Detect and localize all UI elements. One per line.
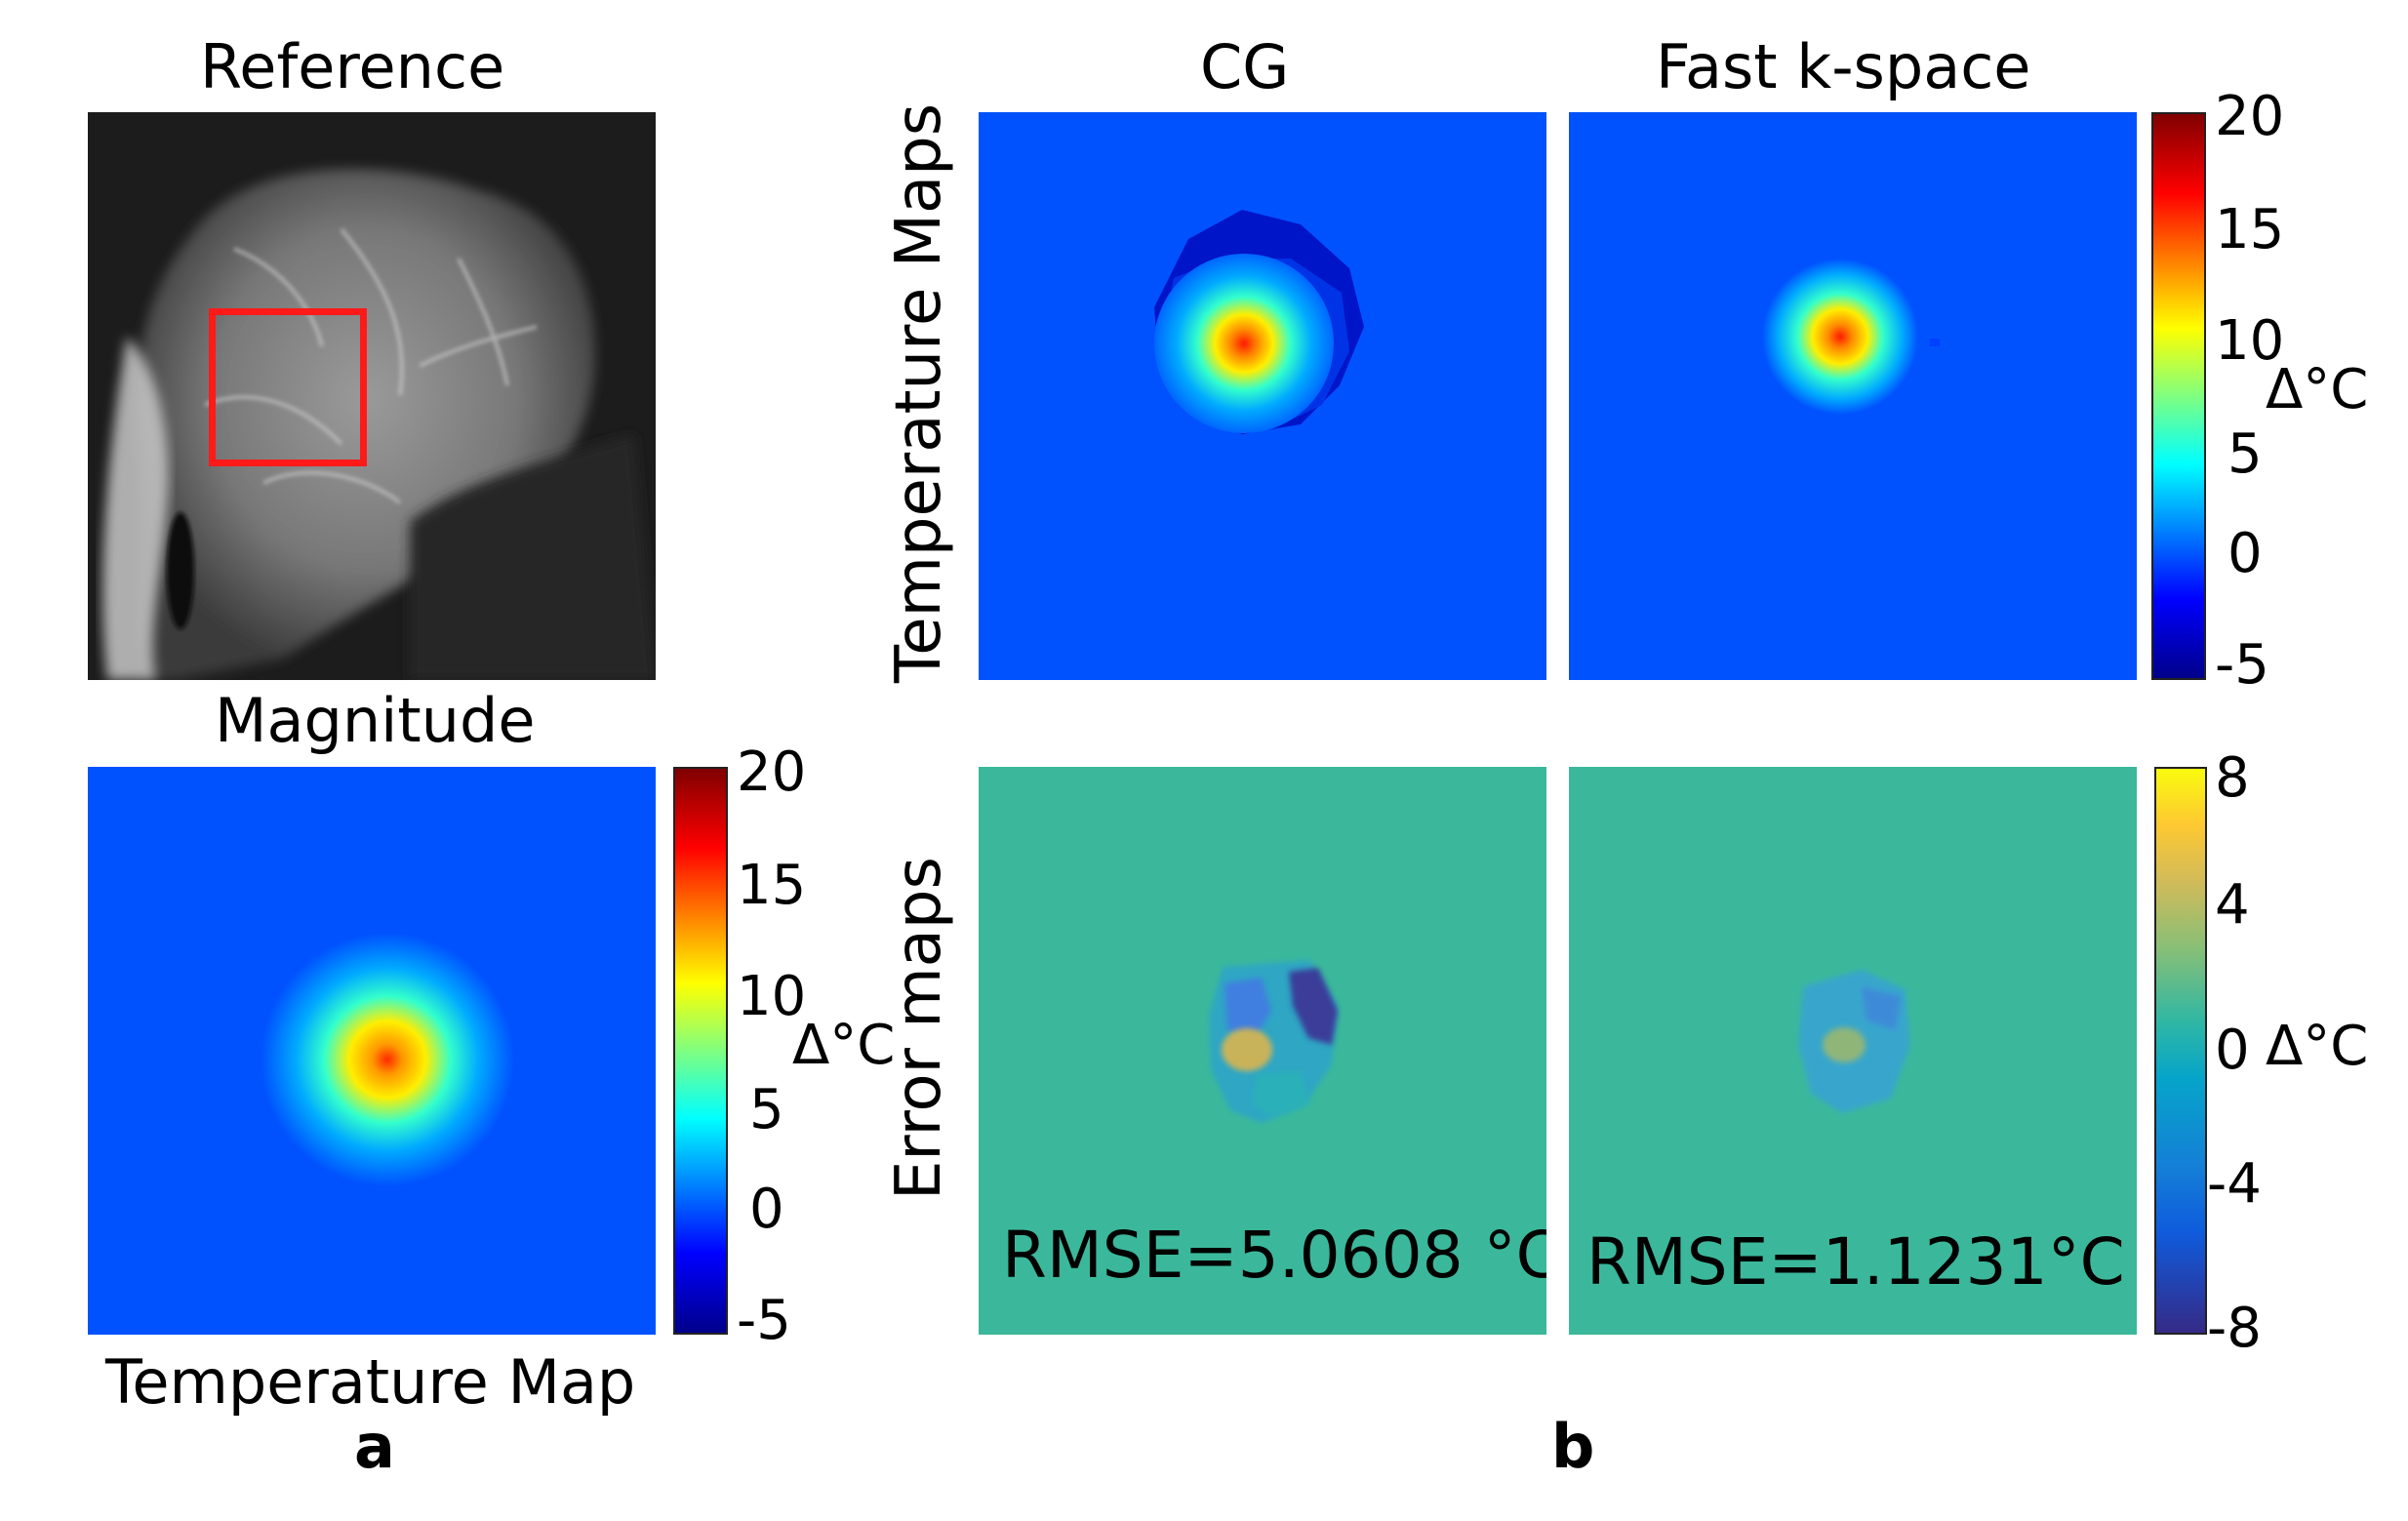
colorbar-a-tick: 5 bbox=[749, 1078, 784, 1141]
roi-box bbox=[209, 308, 367, 466]
colorbar-b-temperature bbox=[2151, 112, 2206, 680]
temperature-map-title: Temperature Map bbox=[105, 1346, 636, 1418]
reference-temperature-map bbox=[88, 767, 656, 1335]
col-title-fast-kspace: Fast k-space bbox=[1656, 31, 2031, 102]
colorbar-a-tick: 20 bbox=[737, 740, 807, 804]
colorbar-b-temperature-tick: -5 bbox=[2215, 633, 2269, 697]
fast-kspace-rmse: RMSE=1.1231°C bbox=[1586, 1224, 2125, 1300]
colorbar-b-error-tick: 4 bbox=[2215, 873, 2250, 937]
colorbar-b-error-unit: Δ°C bbox=[2266, 1015, 2369, 1078]
fast-kspace-temperature-map bbox=[1569, 112, 2137, 680]
magnitude-title: Magnitude bbox=[215, 685, 536, 756]
panel-b-label: b bbox=[1551, 1411, 1595, 1482]
colorbar-b-error bbox=[2154, 767, 2207, 1335]
colorbar-b-error-tick: 0 bbox=[2215, 1019, 2250, 1082]
col-title-cg: CG bbox=[1200, 31, 1290, 102]
colorbar-b-temperature-unit: Δ°C bbox=[2266, 358, 2369, 421]
colorbar-a-tick: -5 bbox=[737, 1289, 791, 1352]
colorbar-b-error-tick: -4 bbox=[2207, 1152, 2262, 1216]
magnitude-image bbox=[88, 112, 656, 680]
colorbar-b-error-tick: -8 bbox=[2207, 1297, 2262, 1360]
reference-title: Reference bbox=[200, 31, 505, 102]
colorbar-a-tick: 10 bbox=[737, 965, 807, 1028]
cg-temperature-map bbox=[979, 112, 1546, 680]
colorbar-b-temperature-tick: 5 bbox=[2227, 422, 2263, 486]
colorbar-a-unit: Δ°C bbox=[792, 1014, 896, 1077]
colorbar-b-temperature-tick: 15 bbox=[2215, 198, 2285, 261]
row-label-temperature-maps: Temperature Maps bbox=[883, 102, 955, 683]
colorbar-b-temperature-tick: 0 bbox=[2227, 522, 2263, 585]
colorbar-b-error-tick: 8 bbox=[2215, 746, 2250, 810]
cg-rmse: RMSE=5.0608 °C bbox=[1002, 1218, 1546, 1293]
colorbar-b-temperature-tick: 20 bbox=[2215, 85, 2285, 148]
panel-a-label: a bbox=[354, 1411, 395, 1482]
colorbar-a bbox=[673, 767, 728, 1335]
cg-error-map: RMSE=5.0608 °C bbox=[979, 767, 1546, 1335]
row-label-error-maps: Error maps bbox=[883, 857, 955, 1200]
colorbar-b-temperature-tick: 10 bbox=[2215, 309, 2285, 373]
fast-kspace-error-map: RMSE=1.1231°C bbox=[1569, 767, 2137, 1335]
colorbar-a-tick: 0 bbox=[749, 1178, 784, 1241]
colorbar-a-tick: 15 bbox=[737, 854, 807, 917]
